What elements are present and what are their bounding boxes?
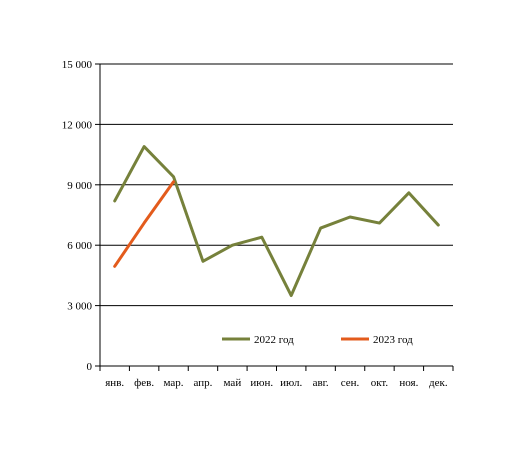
y-axis-tick-labels: 0 3 000 6 000 9 000 12 000 15 000	[62, 59, 93, 373]
x-tick-label: янв.	[105, 377, 124, 389]
series-line-1	[113, 180, 176, 268]
gridlines	[100, 63, 453, 307]
y-tick-label: 15 000	[62, 59, 93, 71]
x-tick-label: июн.	[250, 377, 273, 389]
x-tick-label: апр.	[194, 377, 213, 389]
series-line-0	[113, 145, 440, 298]
x-tick-label: фев.	[134, 377, 154, 389]
x-tick-label: авг.	[313, 377, 329, 389]
x-tick-label: июл.	[280, 377, 302, 389]
legend-label-1: 2023 год	[373, 334, 413, 346]
x-tick-label: ноя.	[399, 377, 418, 389]
x-tick-label: мар.	[164, 377, 184, 389]
y-tick-label: 9 000	[67, 180, 92, 192]
y-tick-label: 3 000	[67, 301, 92, 313]
x-tick-label: май	[224, 377, 242, 389]
series-lines	[113, 145, 440, 298]
x-tick-label: окт.	[371, 377, 389, 389]
x-tick-label: дек.	[429, 377, 448, 389]
x-tick-label: сен.	[341, 377, 360, 389]
x-axis-tick-labels: янв. фев. мар. апр. май июн. июл. авг. сен. окт. н…	[105, 377, 448, 389]
axes	[95, 63, 454, 371]
y-tick-label: 0	[87, 361, 93, 373]
y-tick-label: 6 000	[67, 240, 92, 252]
legend-label-0: 2022 год	[254, 334, 294, 346]
legend: 2022 год 2023 год	[222, 334, 413, 346]
y-tick-label: 12 000	[62, 119, 93, 131]
